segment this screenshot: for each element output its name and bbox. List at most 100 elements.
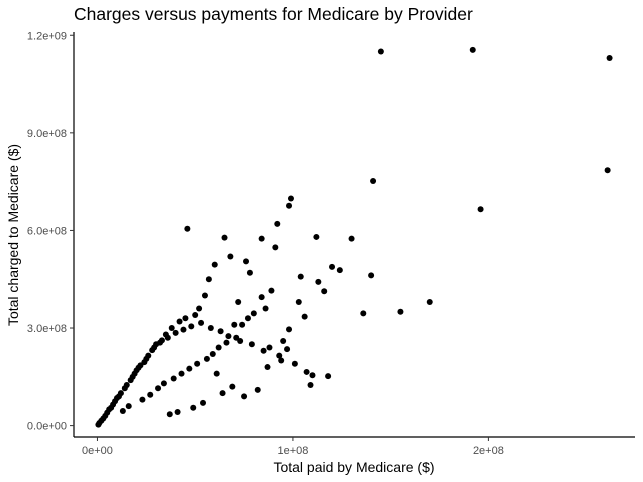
- y-tick-label: 1.2e+09: [27, 30, 67, 42]
- data-point: [151, 344, 158, 351]
- data-point: [115, 393, 122, 400]
- data-point: [211, 261, 218, 268]
- data-point: [239, 321, 246, 328]
- data-point: [274, 220, 281, 227]
- data-point: [172, 329, 179, 336]
- data-point: [370, 177, 377, 184]
- data-point: [325, 373, 332, 380]
- data-point: [307, 381, 314, 388]
- data-point: [250, 310, 257, 317]
- data-point: [176, 318, 183, 325]
- data-point: [286, 202, 293, 209]
- data-point: [104, 409, 111, 416]
- data-point: [477, 206, 484, 213]
- data-points: [95, 46, 613, 428]
- data-point: [186, 365, 193, 372]
- data-point: [284, 346, 291, 353]
- data-point: [100, 415, 107, 422]
- data-point: [258, 294, 265, 301]
- data-point: [303, 368, 310, 375]
- data-point: [262, 305, 269, 312]
- data-point: [196, 305, 203, 312]
- data-point: [198, 319, 205, 326]
- data-point: [215, 344, 222, 351]
- data-point: [235, 299, 242, 305]
- data-point: [227, 253, 234, 260]
- data-point: [233, 334, 240, 341]
- data-point: [147, 391, 154, 398]
- data-point: [278, 357, 285, 364]
- data-point: [254, 386, 261, 393]
- data-point: [264, 364, 271, 371]
- data-point: [164, 334, 171, 341]
- data-point: [217, 328, 224, 335]
- x-tick-label: 1e+08: [277, 445, 308, 457]
- data-point: [139, 396, 146, 403]
- data-point: [108, 404, 115, 411]
- data-point: [213, 370, 220, 377]
- data-point: [286, 326, 293, 333]
- data-point: [180, 326, 187, 333]
- data-point: [287, 195, 294, 202]
- data-point: [606, 55, 613, 62]
- data-point: [207, 325, 214, 332]
- data-point: [321, 288, 328, 295]
- data-point: [268, 287, 275, 294]
- data-point: [194, 360, 201, 367]
- data-point: [313, 233, 320, 240]
- x-axis: 0e+00 1e+08 2e+08: [74, 436, 635, 457]
- data-point: [309, 372, 316, 379]
- y-tick-label: 9.0e+08: [27, 128, 67, 140]
- data-point: [160, 380, 167, 387]
- data-point: [336, 267, 343, 274]
- y-tick-label: 6.0e+08: [27, 225, 67, 237]
- data-point: [157, 339, 164, 346]
- data-point: [248, 341, 255, 348]
- data-point: [112, 398, 119, 405]
- data-point: [205, 276, 212, 283]
- y-tick-label: 0.0e+00: [27, 421, 67, 433]
- data-point: [209, 351, 216, 358]
- data-point: [131, 370, 138, 377]
- data-point: [469, 46, 476, 53]
- data-point: [145, 352, 152, 359]
- data-point: [291, 360, 298, 367]
- data-point: [188, 323, 195, 330]
- data-point: [174, 408, 181, 415]
- data-point: [258, 235, 265, 242]
- data-point: [348, 235, 355, 242]
- data-point: [397, 308, 404, 315]
- data-point: [243, 258, 250, 265]
- data-point: [119, 407, 126, 414]
- data-point: [168, 325, 175, 332]
- data-point: [125, 403, 132, 410]
- y-axis: 0.0e+00 3.0e+08 6.0e+08 9.0e+08 1.2e+09: [27, 30, 75, 437]
- data-point: [178, 370, 185, 377]
- data-point: [135, 364, 142, 371]
- data-point: [225, 333, 232, 340]
- data-point: [182, 315, 189, 322]
- data-point: [241, 393, 248, 400]
- data-point: [295, 299, 302, 305]
- data-point: [200, 399, 207, 406]
- y-tick-label: 3.0e+08: [27, 323, 67, 335]
- data-point: [231, 321, 238, 328]
- x-axis-title: Total paid by Medicare ($): [273, 459, 434, 475]
- data-point: [141, 359, 148, 366]
- y-axis-title: Total charged to Medicare ($): [5, 144, 21, 326]
- data-point: [315, 278, 322, 285]
- data-point: [201, 292, 208, 299]
- data-point: [244, 315, 251, 322]
- data-point: [127, 377, 134, 384]
- data-point: [266, 344, 273, 351]
- data-point: [260, 347, 267, 354]
- data-point: [166, 411, 173, 418]
- data-point: [276, 352, 283, 359]
- data-point: [155, 385, 162, 392]
- data-point: [301, 313, 308, 320]
- data-point: [368, 272, 375, 279]
- data-point: [229, 383, 236, 390]
- data-point: [121, 385, 128, 392]
- data-point: [272, 244, 279, 251]
